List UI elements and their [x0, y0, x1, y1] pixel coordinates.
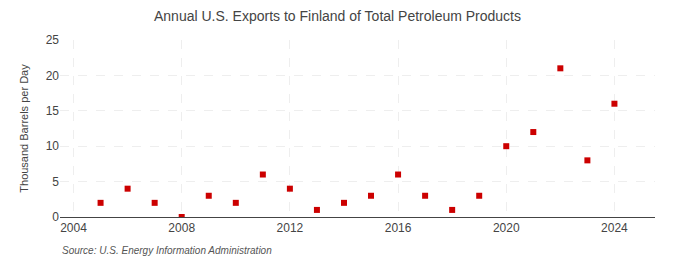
svg-text:20: 20	[46, 69, 60, 83]
svg-text:Thousand Barrels per Day: Thousand Barrels per Day	[18, 64, 30, 193]
svg-text:25: 25	[46, 33, 60, 47]
svg-text:Source: U.S. Energy Informatio: Source: U.S. Energy Information Administ…	[62, 245, 272, 256]
svg-text:2020: 2020	[493, 221, 520, 235]
svg-text:2012: 2012	[277, 221, 304, 235]
svg-text:Annual U.S. Exports to Finland: Annual U.S. Exports to Finland of Total …	[154, 8, 521, 24]
svg-text:2008: 2008	[168, 221, 195, 235]
svg-text:0: 0	[52, 210, 59, 224]
svg-text:5: 5	[52, 175, 59, 189]
svg-text:2016: 2016	[385, 221, 412, 235]
svg-text:10: 10	[46, 139, 60, 153]
svg-text:2004: 2004	[60, 221, 87, 235]
svg-text:2024: 2024	[601, 221, 628, 235]
svg-text:15: 15	[46, 104, 60, 118]
